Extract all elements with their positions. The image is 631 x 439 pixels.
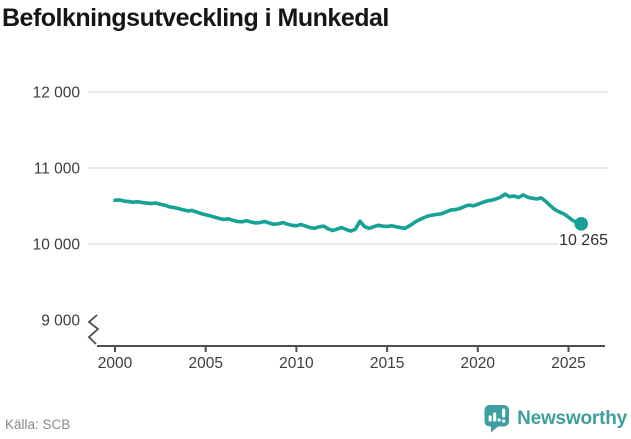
- logo-exclamation-dot: [502, 419, 506, 423]
- x-axis-tick-label: 2015: [370, 355, 404, 372]
- y-axis-tick-label: 12 000: [33, 85, 81, 102]
- logo-bar-tall: [493, 412, 497, 422]
- x-axis-tick-label: 2020: [461, 355, 496, 372]
- newsworthy-wordmark: Newsworthy: [517, 407, 627, 429]
- logo-bar-dot: [497, 418, 501, 422]
- x-axis-tick-label: 2010: [279, 355, 314, 372]
- logo-bubble-shape: [484, 405, 510, 433]
- x-axis-tick-label: 2000: [98, 355, 133, 372]
- y-axis-tick-label: 11 000: [34, 161, 81, 178]
- logo-exclamation-bar: [502, 408, 506, 418]
- axis-break-zigzag: [87, 314, 100, 345]
- logo-bar-short: [488, 415, 492, 422]
- x-axis-tick-label: 2025: [551, 355, 585, 372]
- source-credit: Källa: SCB: [5, 417, 71, 432]
- x-axis-tick-label: 2005: [188, 355, 222, 372]
- newsworthy-branding: Newsworthy: [484, 404, 627, 433]
- y-axis-tick-label: 9 000: [41, 313, 80, 330]
- last-value-marker: [574, 217, 588, 231]
- last-value-label: 10 265: [559, 232, 608, 249]
- population-series-line: [113, 192, 584, 233]
- y-axis-tick-label: 10 000: [33, 237, 81, 254]
- newsworthy-logo-icon: [484, 405, 510, 433]
- chart-title: Befolkningsutveckling i Munkedal: [2, 4, 389, 32]
